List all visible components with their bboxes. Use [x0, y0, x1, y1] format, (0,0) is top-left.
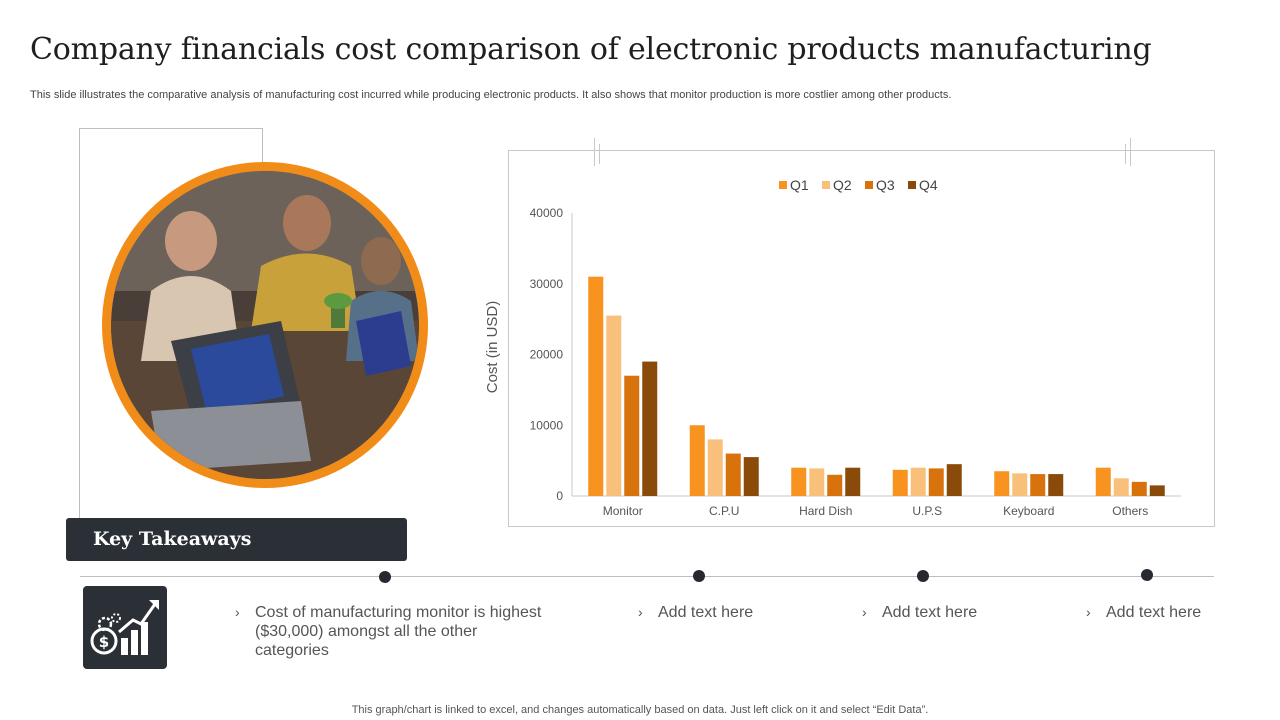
- y-axis-label: Cost (in USD): [484, 301, 501, 394]
- bar: [809, 468, 825, 496]
- y-tick-label: 40000: [530, 206, 564, 220]
- bar: [588, 276, 604, 496]
- chart-frame-mark-left-2: [599, 144, 600, 164]
- legend-swatch: [779, 181, 787, 189]
- bar: [642, 361, 658, 496]
- legend-swatch: [865, 181, 873, 189]
- bar: [1095, 467, 1111, 496]
- bar: [827, 474, 843, 496]
- legend-label: Q3: [876, 177, 895, 193]
- chevron-right-icon: ›: [862, 604, 867, 620]
- bar: [1149, 485, 1165, 496]
- bar: [606, 315, 622, 496]
- bar: [994, 471, 1010, 496]
- x-tick-label: Keyboard: [1003, 504, 1054, 518]
- chart-frame-mark-right-2: [1130, 138, 1131, 166]
- takeaway-point-1: › Cost of manufacturing monitor is highe…: [235, 603, 555, 660]
- svg-text:$: $: [99, 633, 109, 651]
- key-takeaways-label: Key Takeaways: [93, 528, 252, 550]
- chart-frame: [508, 150, 1215, 527]
- bar: [845, 467, 861, 496]
- takeaway-text: Add text here: [1106, 604, 1202, 621]
- bar: [791, 467, 807, 496]
- bar: [725, 453, 741, 496]
- x-tick-label: Monitor: [603, 504, 643, 518]
- bar: [1131, 481, 1147, 496]
- timeline-dot: [693, 570, 705, 582]
- y-tick-label: 0: [556, 489, 563, 503]
- bar: [624, 375, 640, 496]
- bar: [1012, 473, 1028, 496]
- y-tick-label: 30000: [530, 277, 564, 291]
- chevron-right-icon: ›: [638, 604, 643, 620]
- legend-label: Q1: [790, 177, 809, 193]
- bar: [928, 468, 944, 496]
- timeline-dot: [379, 571, 391, 583]
- photo-frame-left: [79, 128, 80, 520]
- chevron-right-icon: ›: [235, 604, 240, 620]
- bar: [1048, 474, 1064, 496]
- bar: [910, 467, 926, 496]
- team-meeting-photo: [111, 171, 419, 479]
- footnote: This graph/chart is linked to excel, and…: [351, 704, 929, 716]
- legend-label: Q2: [833, 177, 852, 193]
- bar: [892, 469, 908, 496]
- x-tick-label: Others: [1112, 504, 1148, 518]
- chart-frame-mark-right: [1125, 144, 1126, 164]
- x-tick-label: Hard Dish: [799, 504, 852, 518]
- takeaway-text: Add text here: [658, 604, 754, 621]
- takeaway-point-3: › Add text here: [862, 603, 1042, 622]
- legend-label: Q4: [919, 177, 938, 193]
- timeline-dot: [917, 570, 929, 582]
- takeaway-point-2: › Add text here: [638, 603, 818, 622]
- slide-subtitle: This slide illustrates the comparative a…: [30, 89, 952, 101]
- x-tick-label: C.P.U: [709, 504, 739, 518]
- bar: [1030, 474, 1046, 496]
- chart-frame-mark-left: [594, 138, 595, 166]
- photo-ring: [102, 162, 428, 488]
- legend-swatch: [908, 181, 916, 189]
- y-tick-label: 20000: [530, 348, 564, 362]
- legend-swatch: [822, 181, 830, 189]
- photo-frame-top: [79, 128, 263, 129]
- timeline-dot: [1141, 569, 1153, 581]
- takeaway-text: Cost of manufacturing monitor is highest…: [255, 604, 542, 659]
- y-tick-label: 10000: [530, 418, 564, 432]
- photo-frame-right: [262, 128, 263, 164]
- bar: [689, 425, 705, 496]
- slide-title: Company financials cost comparison of el…: [30, 32, 1152, 67]
- takeaway-point-4: › Add text here: [1086, 603, 1266, 622]
- money-growth-chart-icon: $: [83, 586, 167, 669]
- bar: [743, 457, 759, 496]
- bar: [1113, 478, 1129, 496]
- bar: [946, 464, 962, 496]
- bar: [707, 439, 723, 496]
- takeaway-text: Add text here: [882, 604, 978, 621]
- key-takeaways-header: Key Takeaways: [66, 518, 407, 561]
- x-tick-label: U.P.S: [912, 504, 942, 518]
- chevron-right-icon: ›: [1086, 604, 1091, 620]
- timeline-line: [80, 576, 1214, 577]
